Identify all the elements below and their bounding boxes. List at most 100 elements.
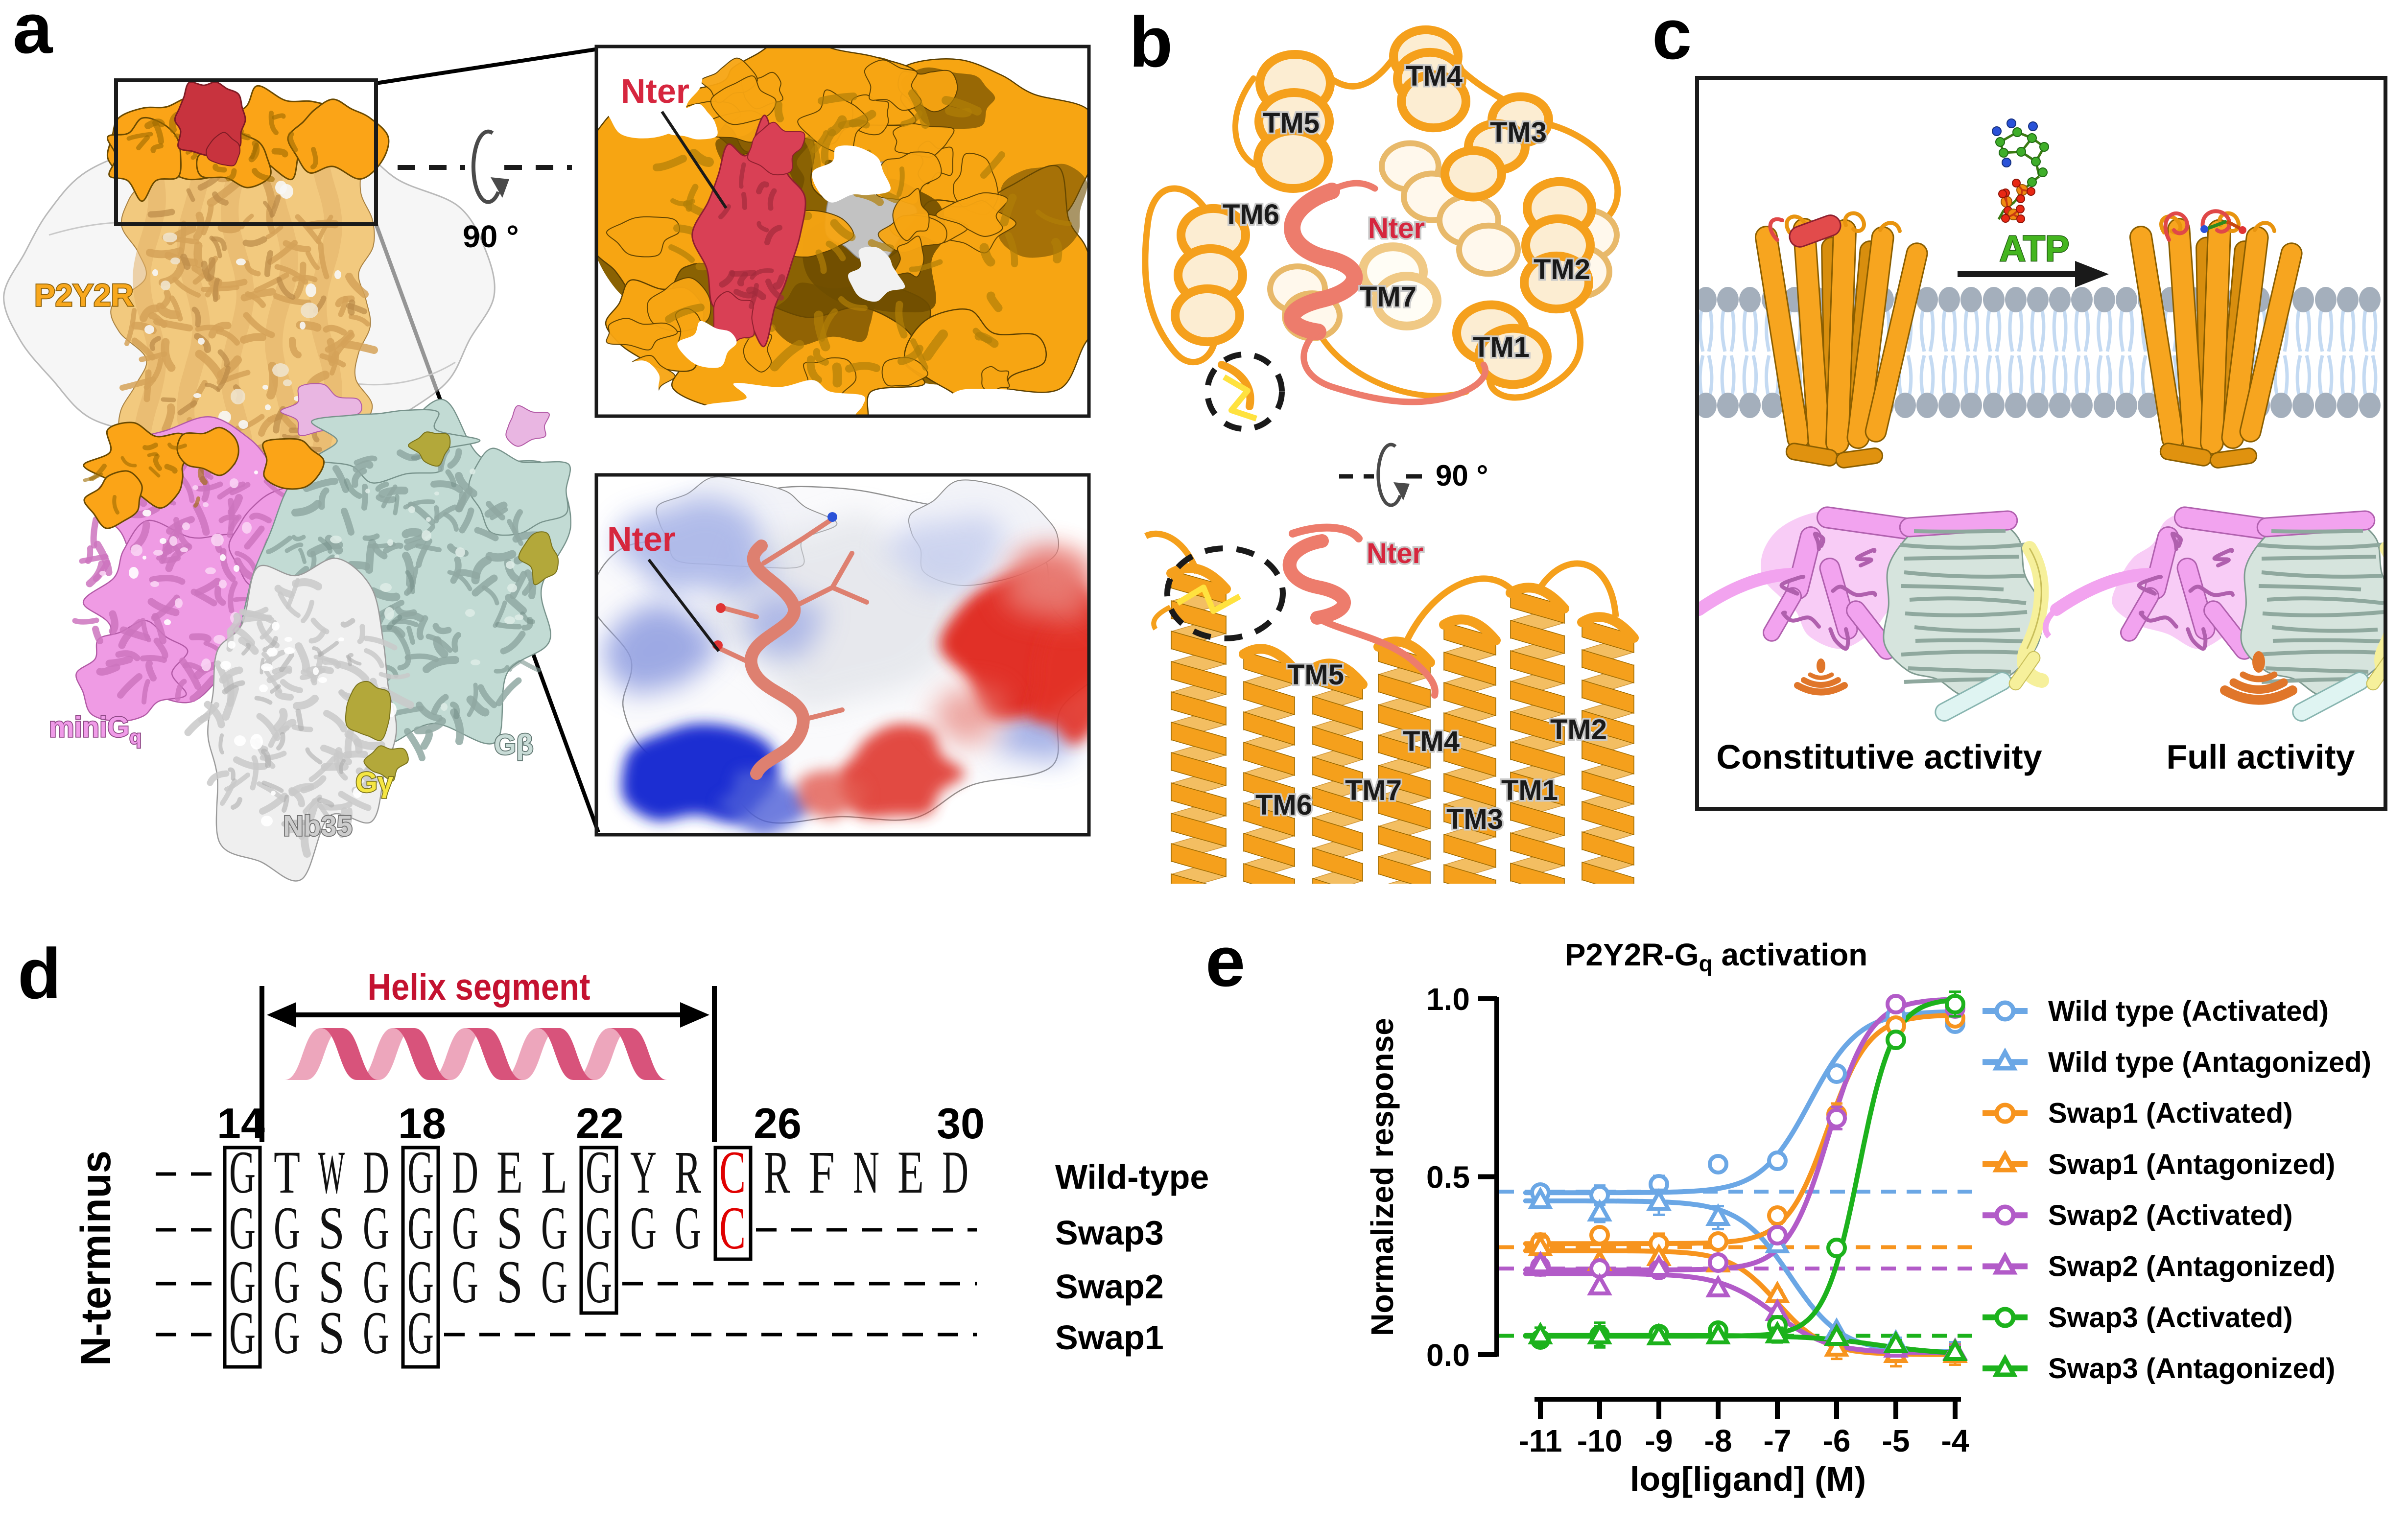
svg-text:TM3: TM3 <box>1446 803 1503 835</box>
svg-text:G: G <box>407 1248 434 1315</box>
svg-text:TM5: TM5 <box>1263 107 1320 139</box>
svg-text:S: S <box>318 1299 345 1366</box>
svg-text:S: S <box>496 1195 523 1262</box>
svg-text:S: S <box>496 1248 523 1315</box>
svg-text:miniGq: miniGq <box>49 711 142 748</box>
svg-text:G: G <box>541 1248 567 1315</box>
svg-text:D: D <box>363 1139 389 1206</box>
svg-text:G: G <box>274 1299 300 1366</box>
svg-text:Swap2 (Antagonized): Swap2 (Antagonized) <box>2048 1251 2335 1283</box>
svg-text:R: R <box>764 1139 790 1206</box>
svg-text:G: G <box>675 1195 701 1262</box>
svg-text:P2Y2R: P2Y2R <box>34 278 134 313</box>
svg-text:S: S <box>318 1195 345 1262</box>
svg-text:-10: -10 <box>1577 1423 1623 1458</box>
svg-text:Nter: Nter <box>621 72 689 110</box>
svg-text:-11: -11 <box>1519 1423 1562 1458</box>
svg-text:Gγ: Gγ <box>355 767 394 798</box>
svg-text:G: G <box>363 1248 389 1315</box>
svg-text:G: G <box>452 1248 478 1315</box>
svg-text:T: T <box>274 1139 300 1206</box>
svg-text:Nter: Nter <box>607 520 676 558</box>
svg-text:0.5: 0.5 <box>1426 1160 1470 1195</box>
svg-text:c: c <box>1652 0 1692 74</box>
svg-text:S: S <box>318 1248 345 1315</box>
svg-text:90 °: 90 ° <box>463 219 519 254</box>
svg-text:C: C <box>719 1195 746 1262</box>
svg-text:TM4: TM4 <box>1406 60 1463 92</box>
svg-text:-5: -5 <box>1882 1423 1910 1458</box>
svg-text:-4: -4 <box>1941 1423 1969 1458</box>
svg-text:G: G <box>274 1195 300 1262</box>
svg-text:TM7: TM7 <box>1345 775 1402 806</box>
svg-text:22: 22 <box>576 1099 624 1148</box>
svg-text:G: G <box>586 1195 612 1262</box>
svg-text:G: G <box>586 1248 612 1315</box>
svg-text:30: 30 <box>937 1099 985 1148</box>
svg-text:26: 26 <box>754 1099 802 1148</box>
svg-text:P2Y2R-Gq activation: P2Y2R-Gq activation <box>1565 937 1868 976</box>
svg-text:Helix segment: Helix segment <box>368 966 590 1008</box>
svg-text:log[ligand] (M): log[ligand] (M) <box>1630 1460 1866 1498</box>
svg-text:TM1: TM1 <box>1501 775 1558 806</box>
svg-text:Nb35: Nb35 <box>283 810 353 842</box>
svg-text:G: G <box>229 1139 256 1206</box>
svg-text:18: 18 <box>398 1099 446 1148</box>
svg-text:-6: -6 <box>1823 1423 1851 1458</box>
svg-text:TM3: TM3 <box>1490 117 1547 148</box>
svg-text:d: d <box>18 934 61 1013</box>
svg-text:N-terminus: N-terminus <box>72 1150 119 1366</box>
svg-text:Swap3 (Antagonized): Swap3 (Antagonized) <box>2048 1353 2335 1385</box>
svg-text:F: F <box>808 1139 835 1206</box>
svg-text:Nter: Nter <box>1367 538 1423 569</box>
svg-text:Swap3: Swap3 <box>1055 1214 1164 1252</box>
svg-text:L: L <box>541 1139 567 1206</box>
svg-text:TM5: TM5 <box>1287 659 1344 691</box>
svg-text:TM2: TM2 <box>1534 254 1590 285</box>
svg-text:R: R <box>675 1139 701 1206</box>
svg-text:Nter: Nter <box>1368 212 1425 244</box>
svg-text:b: b <box>1129 2 1173 82</box>
svg-text:90 °: 90 ° <box>1436 459 1488 492</box>
svg-text:G: G <box>407 1139 434 1206</box>
svg-text:Swap1 (Activated): Swap1 (Activated) <box>2048 1098 2293 1129</box>
svg-text:0.0: 0.0 <box>1426 1338 1470 1373</box>
svg-text:1.0: 1.0 <box>1426 982 1470 1017</box>
svg-text:G: G <box>452 1195 478 1262</box>
svg-text:Swap1 (Antagonized): Swap1 (Antagonized) <box>2048 1149 2335 1180</box>
svg-text:-9: -9 <box>1645 1423 1673 1458</box>
svg-text:G: G <box>630 1195 657 1262</box>
svg-text:TM2: TM2 <box>1550 714 1607 746</box>
svg-text:C: C <box>719 1139 746 1206</box>
svg-text:G: G <box>229 1299 256 1366</box>
svg-text:Wild type (Antagonized): Wild type (Antagonized) <box>2048 1046 2371 1078</box>
svg-text:TM4: TM4 <box>1403 726 1460 757</box>
svg-text:W: W <box>318 1139 345 1206</box>
svg-text:G: G <box>407 1195 434 1262</box>
svg-text:G: G <box>407 1299 434 1366</box>
svg-text:G: G <box>229 1195 256 1262</box>
svg-text:e: e <box>1205 921 1245 1001</box>
svg-text:G: G <box>363 1195 389 1262</box>
svg-text:TM7: TM7 <box>1360 281 1416 313</box>
svg-text:Swap3 (Activated): Swap3 (Activated) <box>2048 1302 2293 1334</box>
svg-text:TM1: TM1 <box>1473 331 1530 363</box>
svg-text:Constitutive activity: Constitutive activity <box>1716 738 2042 776</box>
svg-text:-8: -8 <box>1704 1423 1732 1458</box>
svg-text:Swap2: Swap2 <box>1055 1268 1164 1306</box>
svg-text:D: D <box>942 1139 968 1206</box>
svg-text:G: G <box>363 1299 389 1366</box>
svg-text:N: N <box>853 1139 879 1206</box>
svg-text:G: G <box>229 1248 256 1315</box>
svg-text:G: G <box>274 1248 300 1315</box>
svg-text:D: D <box>452 1139 478 1206</box>
svg-text:Y: Y <box>630 1139 657 1206</box>
svg-text:-7: -7 <box>1764 1423 1792 1458</box>
svg-text:G: G <box>541 1195 567 1262</box>
svg-text:Normalized response: Normalized response <box>1365 1018 1400 1336</box>
svg-text:TM6: TM6 <box>1255 789 1312 821</box>
svg-text:Gβ: Gβ <box>494 729 534 761</box>
svg-text:Full activity: Full activity <box>2166 738 2355 776</box>
svg-text:14: 14 <box>217 1099 265 1148</box>
svg-text:G: G <box>586 1139 612 1206</box>
